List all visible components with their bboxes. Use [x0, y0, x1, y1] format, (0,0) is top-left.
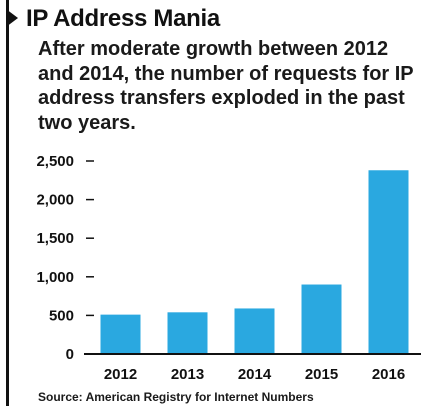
- y-tick-label: 2,000: [36, 192, 74, 209]
- y-tick-label: 0: [66, 346, 74, 363]
- x-tick-label: 2012: [104, 366, 137, 383]
- chart-subtitle: After moderate growth between 2012 and 2…: [38, 38, 414, 134]
- y-tick-label: 2,500: [36, 153, 74, 170]
- x-axis-ticks: 2012 2013 2014 2015 2016: [104, 366, 405, 383]
- bars: [100, 170, 409, 354]
- x-tick-label: 2015: [305, 366, 338, 383]
- y-tick-label: 1,000: [36, 269, 74, 286]
- y-axis-ticks: 0 500 1,000 1,500 2,000 2,500: [36, 153, 94, 363]
- y-tick-label: 500: [49, 307, 74, 324]
- title-marker-icon: [6, 9, 18, 27]
- bar-2014: [234, 308, 275, 354]
- left-accent-rule: [6, 0, 9, 406]
- chart-title: IP Address Mania: [26, 5, 220, 32]
- x-tick-label: 2013: [171, 366, 204, 383]
- y-tick-label: 1,500: [36, 230, 74, 247]
- bar-2012: [100, 314, 141, 354]
- source-note: Source: American Registry for Internet N…: [38, 390, 314, 404]
- bar-2013: [167, 312, 208, 354]
- bar-2015: [301, 284, 342, 354]
- x-tick-label: 2016: [372, 366, 405, 383]
- x-tick-label: 2014: [238, 366, 272, 383]
- bar-2016: [368, 170, 409, 354]
